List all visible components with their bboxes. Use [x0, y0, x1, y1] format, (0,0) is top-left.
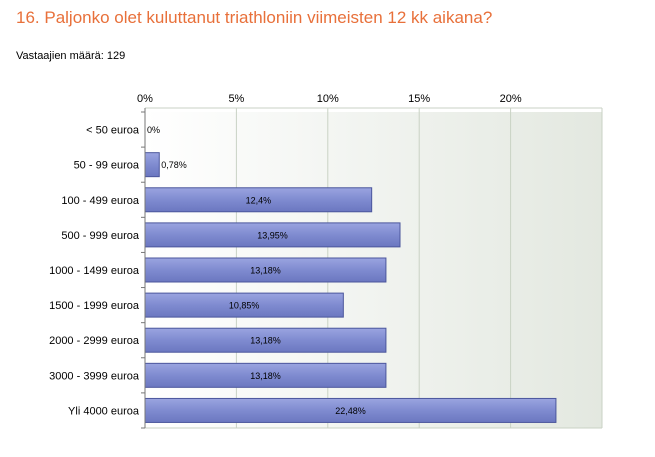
- category-label: 100 - 499 euroa: [61, 195, 140, 207]
- value-label: 13,18%: [250, 336, 281, 346]
- bar: [144, 222, 401, 248]
- x-tick-label: 20%: [500, 93, 522, 105]
- bar: [144, 397, 557, 423]
- category-label: < 50 euroa: [86, 125, 140, 137]
- bar: [144, 362, 387, 388]
- value-label: 13,95%: [257, 230, 288, 240]
- category-label: 1000 - 1499 euroa: [49, 265, 140, 277]
- value-label: 10,85%: [229, 301, 260, 311]
- value-label: 0,78%: [161, 160, 187, 170]
- x-tick-label: 5%: [228, 93, 244, 105]
- respondent-count: Vastaajien määrä: 129: [16, 50, 126, 62]
- category-label: 500 - 999 euroa: [61, 230, 140, 242]
- category-label: 3000 - 3999 euroa: [49, 370, 140, 382]
- x-tick-label: 10%: [317, 93, 339, 105]
- value-label: 12,4%: [246, 195, 272, 205]
- value-label: 13,18%: [250, 266, 281, 276]
- value-label: 0%: [147, 125, 160, 135]
- bar: [144, 152, 160, 178]
- value-label: 22,48%: [335, 406, 366, 416]
- bar: [144, 257, 387, 283]
- question-title: 16. Paljonko olet kuluttanut triathlonii…: [16, 8, 493, 27]
- bar: [144, 187, 373, 213]
- category-label: 50 - 99 euroa: [74, 160, 140, 172]
- category-label: 2000 - 2999 euroa: [49, 335, 140, 347]
- x-tick-label: 0%: [137, 93, 153, 105]
- bar: [144, 327, 387, 353]
- value-label: 13,18%: [250, 371, 281, 381]
- category-label: Yli 4000 euroa: [68, 405, 140, 417]
- x-tick-label: 15%: [408, 93, 430, 105]
- plot-area: 0% 5% 10% 15% 20% < 50 euroa 0% 50 - 99 euroa 0,…: [49, 93, 603, 429]
- category-label: 1500 - 1999 euroa: [49, 300, 140, 312]
